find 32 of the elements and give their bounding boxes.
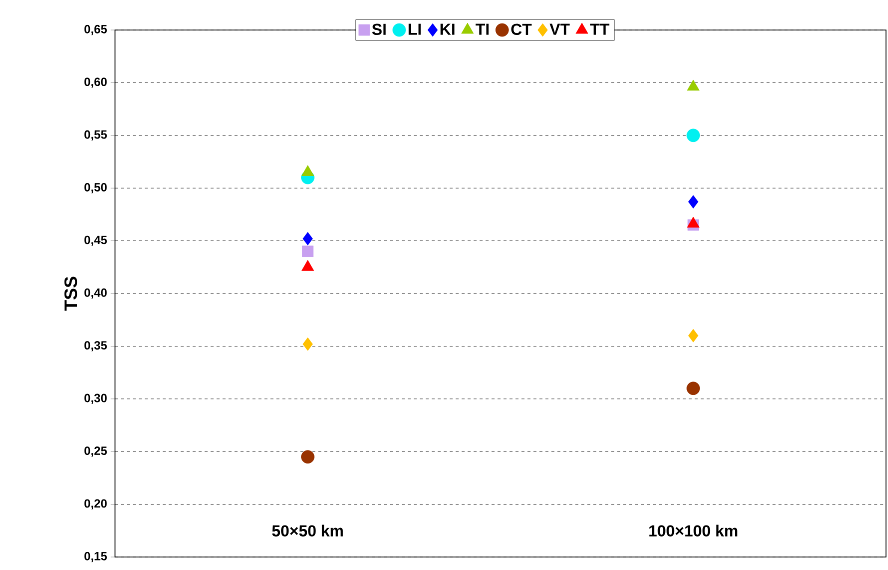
point [687, 80, 700, 91]
point [688, 195, 698, 208]
x-tick-label: 50×50 km [272, 524, 343, 536]
point [686, 128, 700, 142]
point [302, 246, 314, 258]
y-tick-label: 0,35 [84, 341, 107, 352]
legend-label: VT [550, 24, 570, 35]
point [687, 216, 700, 228]
y-tick-label: 0,45 [84, 236, 107, 246]
y-tick-label: 0,60 [84, 78, 107, 88]
legend-label: TT [590, 24, 610, 35]
x-tick-label: 100×100 km [649, 524, 738, 536]
y-tick-label: 0,40 [84, 288, 107, 299]
legend-label: SI [372, 24, 386, 35]
legend-label: KI [440, 24, 454, 35]
y-tick-label: 0,50 [84, 183, 107, 194]
y-tick-label: 0,20 [84, 499, 107, 510]
y-tick-label: 0,55 [84, 130, 107, 140]
point [688, 328, 698, 342]
point [302, 232, 313, 246]
y-tick-label: 0,25 [84, 446, 107, 457]
legend-label: TI [476, 24, 489, 35]
point [301, 450, 314, 464]
y-tick-label: 0,15 [84, 552, 107, 562]
y-axis-title: TSS [64, 276, 78, 311]
legend-label: LI [408, 24, 421, 35]
point [302, 337, 313, 351]
legend-label: CT [511, 24, 532, 35]
y-tick-label: 0,65 [84, 24, 107, 36]
y-tick-label: 0,30 [84, 394, 107, 404]
point [686, 382, 700, 396]
point [302, 165, 314, 176]
